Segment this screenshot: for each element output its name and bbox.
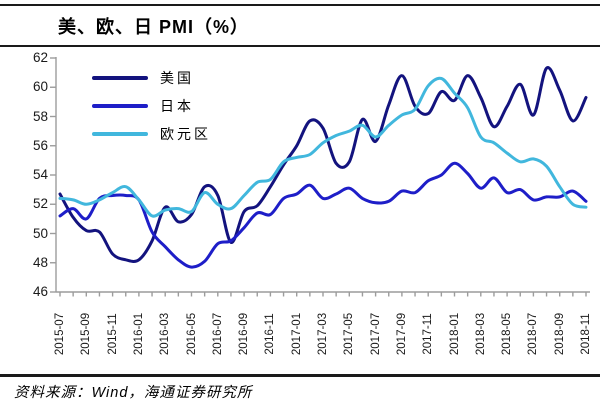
legend: 美国 日本 欧元区 [92, 64, 211, 148]
legend-line-swatch [92, 76, 148, 80]
y-tick-label: 62 [32, 50, 48, 65]
y-tick-label: 50 [32, 225, 48, 241]
x-tick-label: 2016-03 [159, 312, 172, 356]
x-tick-label: 2015-09 [80, 312, 93, 356]
x-tick-label: 2017-05 [343, 312, 356, 356]
x-tick-label: 2017-03 [317, 312, 329, 356]
legend-label: 日本 [160, 98, 194, 114]
legend-label: 欧元区 [160, 126, 211, 142]
x-tick-label: 2016-09 [238, 312, 251, 356]
x-tick-label: 2018-09 [553, 312, 566, 356]
legend-line-swatch [92, 132, 148, 136]
bottom-rule [0, 374, 600, 377]
x-tick-label: 2017-11 [422, 313, 435, 355]
x-tick-label: 2017-01 [290, 312, 303, 356]
legend-item-us: 美国 [92, 64, 211, 92]
x-tick-label: 2015-11 [106, 313, 119, 355]
legend-item-eurozone: 欧元区 [92, 120, 211, 148]
legend-line-swatch [92, 104, 148, 108]
x-tick-label: 2016-01 [132, 312, 145, 356]
y-tick-label: 54 [32, 167, 48, 182]
y-tick-label: 48 [32, 254, 48, 270]
y-tick-label: 46 [32, 284, 48, 299]
y-tick-label: 60 [32, 79, 48, 95]
us-series-line [58, 66, 588, 263]
top-rule [0, 4, 600, 6]
y-tick-label: 52 [32, 196, 48, 212]
y-tick-label: 58 [32, 108, 48, 124]
title-divider-rule [0, 45, 600, 47]
x-tick-label: 2015-07 [54, 312, 66, 356]
eurozone-series-line [58, 76, 588, 218]
japan-series-line [58, 161, 588, 269]
x-tick-label: 2017-09 [395, 312, 408, 356]
x-tick-label: 2016-07 [211, 312, 224, 356]
chart-title: 美、欧、日 PMI（%） [58, 17, 250, 37]
x-tick-label: 2016-11 [264, 313, 277, 355]
legend-item-japan: 日本 [92, 92, 211, 120]
y-tick-label: 56 [32, 137, 48, 153]
legend-label: 美国 [160, 70, 194, 86]
x-tick-label: 2018-11 [580, 313, 592, 355]
data-source-note: 资料来源：Wind，海通证券研究所 [14, 385, 253, 401]
x-tick-label: 2018-07 [527, 312, 540, 356]
x-tick-label: 2016-05 [185, 312, 198, 356]
x-tick-label: 2018-03 [474, 312, 487, 356]
x-tick-label: 2018-01 [448, 312, 461, 356]
x-tick-label: 2017-07 [369, 312, 382, 356]
x-tick-label: 2018-05 [501, 312, 514, 356]
